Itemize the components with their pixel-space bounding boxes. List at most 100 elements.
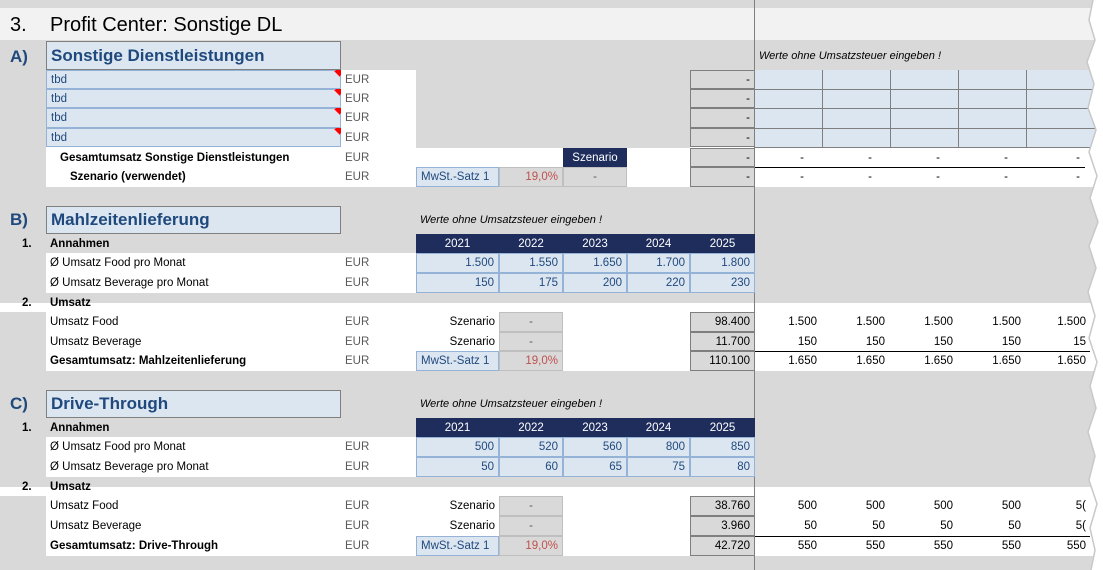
beverage-input[interactable]: 200 [563, 273, 627, 293]
month-beverage: 150 [1001, 335, 1021, 348]
subsection-number: 1. [22, 237, 32, 250]
food-input[interactable]: 850 [690, 437, 755, 457]
month-total: - [1076, 151, 1080, 164]
currency-label: EUR [345, 131, 370, 144]
month-beverage: 150 [797, 335, 817, 348]
year-header: 2025 [690, 234, 755, 253]
beverage-input[interactable]: 60 [499, 457, 563, 477]
revenue-heading: Umsatz [50, 480, 91, 493]
scenario-select[interactable]: - [499, 312, 563, 332]
month-food: 1.500 [924, 316, 953, 328]
section-c-letter: C) [10, 394, 28, 413]
month-total: 550 [1001, 540, 1021, 552]
beverage-input[interactable]: 150 [416, 273, 499, 293]
year-header: 2022 [499, 418, 563, 437]
beverage-input[interactable]: 230 [690, 273, 755, 293]
vat-note: Werte ohne Umsatzsteuer eingeben ! [420, 398, 603, 410]
currency-label: EUR [345, 277, 370, 289]
scenario-used-label: Szenario (verwendet) [70, 171, 186, 183]
food-input[interactable]: 1.550 [499, 253, 563, 273]
month-total: 550 [933, 540, 953, 552]
revenue-food-total: 38.760 [690, 496, 755, 516]
month-scenario: - [1004, 171, 1008, 183]
section-b-title: Mahlzeitenlieferung [46, 206, 341, 234]
month-beverage: 150 [933, 335, 953, 348]
vat-rate-label: MwSt.-Satz 1 [416, 167, 499, 187]
beverage-per-month-label: Ø Umsatz Beverage pro Monat [50, 277, 209, 289]
month-total: - [800, 151, 804, 164]
food-input[interactable]: 1.700 [627, 253, 690, 273]
month-beverage: 150 [865, 335, 885, 348]
total-services-label: Gesamtumsatz Sonstige Dienstleistungen [60, 151, 290, 164]
revenue-food-total: 98.400 [690, 312, 755, 332]
food-input[interactable]: 1.650 [563, 253, 627, 273]
beverage-input[interactable]: 50 [416, 457, 499, 477]
currency-label: EUR [345, 441, 370, 453]
food-input[interactable]: 500 [416, 437, 499, 457]
currency-label: EUR [345, 112, 370, 124]
food-input[interactable]: 1.800 [690, 253, 755, 273]
vat-rate-value[interactable]: 19,0% [499, 167, 563, 187]
month-scenario: - [1076, 171, 1080, 183]
food-input[interactable]: 1.500 [416, 253, 499, 273]
food-input[interactable]: 560 [563, 437, 627, 457]
beverage-input[interactable]: 175 [499, 273, 563, 293]
beverage-input[interactable]: 75 [627, 457, 690, 477]
month-scenario: - [936, 171, 940, 183]
section-number: 3. [10, 13, 27, 36]
month-total: 550 [1066, 540, 1086, 552]
month-total: 550 [797, 540, 817, 552]
currency-label: EUR [345, 73, 370, 86]
year-header: 2024 [627, 234, 690, 253]
service-name-input[interactable]: tbd [46, 89, 341, 108]
currency-label: EUR [345, 520, 370, 532]
currency-label: EUR [345, 335, 370, 348]
year-header: 2023 [563, 418, 627, 437]
month-beverage: 50 [1008, 520, 1021, 532]
subsection-number: 1. [22, 421, 32, 434]
scenario-select[interactable]: - [563, 167, 627, 187]
total-meal-delivery-label: Gesamtumsatz: Mahlzeitenlieferung [50, 355, 247, 367]
currency-label: EUR [345, 316, 370, 328]
vat-note: Werte ohne Umsatzsteuer eingeben ! [420, 214, 603, 226]
service-total: - [690, 108, 755, 128]
beverage-input[interactable]: 65 [563, 457, 627, 477]
total-drive-through-label: Gesamtumsatz: Drive-Through [50, 540, 219, 552]
food-input[interactable]: 520 [499, 437, 563, 457]
assumptions-heading: Annahmen [50, 237, 110, 250]
service-name-input[interactable]: tbd [46, 128, 341, 147]
currency-label: EUR [345, 151, 370, 164]
month-scenario: - [868, 171, 872, 183]
year-header: 2024 [627, 418, 690, 437]
scenario-label: Szenario [449, 335, 495, 348]
month-food: 500 [933, 500, 953, 512]
service-total: - [690, 70, 755, 89]
assumptions-heading: Annahmen [50, 421, 110, 434]
month-total: 1.650 [1057, 355, 1086, 367]
food-input[interactable]: 800 [627, 437, 690, 457]
revenue-beverage-total: 11.700 [690, 332, 755, 351]
year-header: 2025 [690, 418, 755, 437]
month-food: 500 [1001, 500, 1021, 512]
month-total: 1.650 [992, 355, 1021, 367]
page-title: Profit Center: Sonstige DL [50, 13, 283, 36]
month-total: - [1004, 151, 1008, 164]
service-name-input[interactable]: tbd [46, 70, 341, 89]
scenario-used-value: - [690, 167, 755, 187]
beverage-input[interactable]: 80 [690, 457, 755, 477]
scenario-select[interactable]: - [499, 496, 563, 516]
vat-rate-value[interactable]: 19,0% [499, 351, 563, 371]
vat-rate-value[interactable]: 19,0% [499, 536, 563, 556]
scenario-select[interactable]: - [499, 332, 563, 351]
vat-rate-label: MwSt.-Satz 1 [416, 351, 499, 371]
beverage-input[interactable]: 220 [627, 273, 690, 293]
subsection-number: 2. [22, 296, 32, 309]
year-header: 2022 [499, 234, 563, 253]
service-name-input[interactable]: tbd [46, 108, 341, 128]
scenario-select[interactable]: - [499, 516, 563, 536]
month-food: 500 [797, 500, 817, 512]
total-drive-through-value: 42.720 [690, 536, 755, 556]
month-total: 550 [865, 540, 885, 552]
currency-label: EUR [345, 92, 370, 105]
month-beverage: 15 [1073, 335, 1086, 348]
